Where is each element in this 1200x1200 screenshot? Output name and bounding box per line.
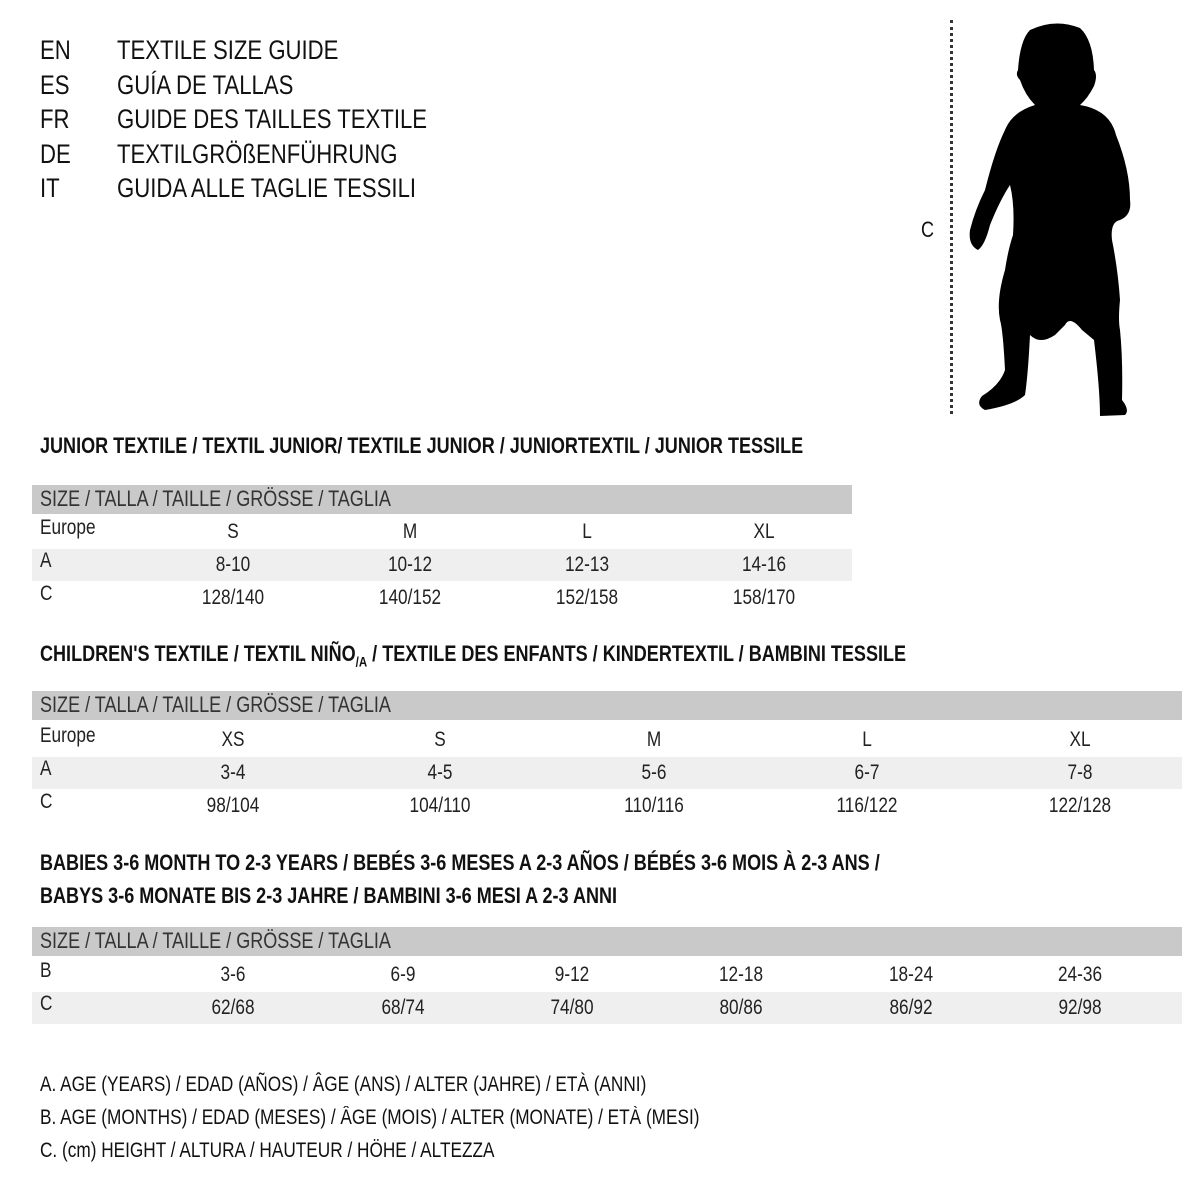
table-cell: M — [402, 520, 418, 543]
table-cell: 152/158 — [555, 586, 619, 609]
table-cell: 3-6 — [220, 963, 246, 986]
table-cell: L — [862, 728, 872, 751]
table-cell: 6-7 — [854, 761, 880, 784]
table-cell: 24-36 — [1057, 963, 1103, 986]
size-header-label: SIZE / TALLA / TAILLE / GRÖSSE / TAGLIA — [40, 928, 391, 953]
title-text: TEXTILGRÖßENFÜHRUNG — [117, 138, 398, 169]
title-text: GUÍA DE TALLAS — [117, 69, 294, 100]
language-code: DE — [40, 138, 71, 169]
table-cell: 74/80 — [550, 996, 594, 1019]
title-text: TEXTILE SIZE GUIDE — [117, 35, 339, 65]
language-code: ES — [40, 69, 70, 100]
size-header-label: SIZE / TALLA / TAILLE / GRÖSSE / TAGLIA — [40, 486, 391, 511]
row-label: C — [40, 582, 53, 605]
row-label: C — [40, 790, 53, 813]
table-cell: 4-5 — [427, 761, 453, 784]
table-cell: 12-13 — [564, 553, 610, 576]
table-cell: 3-4 — [220, 761, 246, 784]
row-label: A — [40, 549, 52, 572]
row-label: Europe — [40, 724, 96, 747]
table-cell: 110/116 — [624, 794, 684, 817]
table-cell: 62/68 — [211, 996, 255, 1019]
table-cell: 10-12 — [387, 553, 433, 576]
table-cell: 5-6 — [641, 761, 667, 784]
table-cell: L — [582, 520, 592, 543]
babies-heading-line-1: BABIES 3-6 MONTH TO 2-3 YEARS / BEBÉS 3-… — [40, 850, 880, 875]
table-cell: 14-16 — [741, 553, 787, 576]
language-code: EN — [40, 35, 71, 65]
table-cell: 18-24 — [888, 963, 934, 986]
height-dotted-line — [950, 20, 953, 414]
title-text: GUIDA ALLE TAGLIE TESSILI — [117, 173, 417, 203]
title-text: GUIDE DES TAILLES TEXTILE — [117, 104, 428, 134]
table-cell: XS — [221, 728, 245, 751]
table-cell: 158/170 — [732, 586, 796, 609]
legend-b: B. AGE (MONTHS) / EDAD (MESES) / ÂGE (MO… — [40, 1106, 700, 1129]
babies-size-header: SIZE / TALLA / TAILLE / GRÖSSE / TAGLIA — [32, 927, 1182, 956]
table-cell: 86/92 — [889, 996, 933, 1019]
row-label: Europe — [40, 516, 96, 539]
row-label: A — [40, 757, 52, 780]
table-cell: 9-12 — [554, 963, 590, 986]
junior-size-header: SIZE / TALLA / TAILLE / GRÖSSE / TAGLIA — [32, 485, 852, 514]
row-shade — [32, 992, 1182, 1024]
table-cell: 12-18 — [718, 963, 764, 986]
row-label: B — [40, 959, 52, 982]
table-cell: 68/74 — [381, 996, 425, 1019]
table-cell: S — [434, 728, 446, 751]
height-label: C — [921, 217, 935, 242]
legend-c: C. (cm) HEIGHT / ALTURA / HAUTEUR / HÖHE… — [40, 1139, 495, 1162]
table-cell: 80/86 — [719, 996, 763, 1019]
language-code: FR — [40, 104, 70, 134]
row-shade — [32, 549, 852, 581]
size-header-label: SIZE / TALLA / TAILLE / GRÖSSE / TAGLIA — [40, 692, 391, 717]
table-cell: 116/122 — [836, 794, 898, 817]
table-cell: 104/110 — [409, 794, 471, 817]
baby-silhouette-icon — [969, 23, 1131, 417]
children-size-header: SIZE / TALLA / TAILLE / GRÖSSE / TAGLIA — [32, 691, 1182, 720]
table-cell: XL — [753, 520, 775, 543]
table-cell: 6-9 — [390, 963, 416, 986]
junior-heading: JUNIOR TEXTILE / TEXTIL JUNIOR/ TEXTILE … — [40, 433, 804, 458]
legend-a: A. AGE (YEARS) / EDAD (AÑOS) / ÂGE (ANS)… — [40, 1073, 647, 1096]
children-heading: CHILDREN'S TEXTILE / TEXTIL NIÑO/A / TEX… — [40, 641, 907, 670]
table-cell: 128/140 — [201, 586, 265, 609]
table-cell: M — [646, 728, 662, 751]
table-cell: 7-8 — [1067, 761, 1093, 784]
table-cell: 122/128 — [1048, 794, 1112, 817]
table-cell: XL — [1069, 728, 1091, 751]
row-label: C — [40, 992, 53, 1015]
table-cell: 98/104 — [206, 794, 260, 817]
table-cell: 8-10 — [215, 553, 251, 576]
table-cell: S — [227, 520, 239, 543]
table-cell: 92/98 — [1058, 996, 1102, 1019]
language-code: IT — [40, 173, 60, 203]
babies-heading-line-2: BABYS 3-6 MONATE BIS 2-3 JAHRE / BAMBINI… — [40, 883, 618, 908]
row-shade — [32, 757, 1182, 789]
table-cell: 140/152 — [378, 586, 442, 609]
